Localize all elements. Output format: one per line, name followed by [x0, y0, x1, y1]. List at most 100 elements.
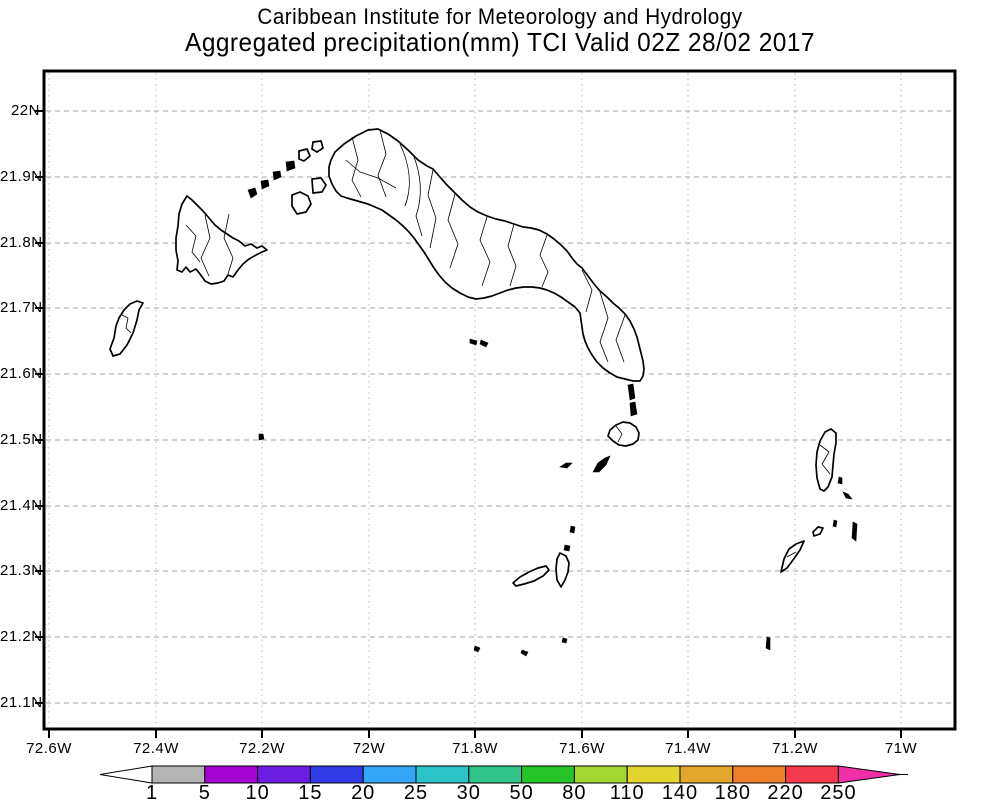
cay-dot — [520, 649, 529, 657]
cay-cluster — [311, 177, 327, 194]
colorbar-value-label: 1 — [145, 782, 159, 800]
boundary-line — [615, 314, 626, 363]
boundary-line — [413, 156, 423, 237]
boundary-line — [479, 216, 491, 287]
colorbar-value-label: 250 — [820, 782, 857, 800]
cay-french-cay — [258, 433, 265, 441]
boundary-line — [399, 143, 410, 207]
island-big-ambergris — [512, 565, 550, 587]
cay-dot — [561, 637, 568, 644]
lon-label: 72.4W — [133, 740, 179, 757]
boundary-line — [427, 169, 437, 249]
coastlines-turks-and-caicos — [109, 128, 858, 657]
boundary-line — [599, 291, 609, 363]
colorbar-segment — [204, 765, 259, 784]
cay-dot — [563, 544, 571, 552]
colorbar-segment — [573, 765, 628, 784]
cay-chain — [260, 179, 270, 190]
colorbar-value-label: 5 — [198, 782, 211, 800]
colorbar-value-label: 30 — [456, 782, 481, 800]
lon-label: 71.6W — [559, 740, 605, 757]
colorbar-segment — [732, 765, 787, 784]
island-salt-cay — [780, 540, 805, 573]
colorbar-overflow-arrow — [837, 765, 901, 784]
colorbar-value-label: 20 — [351, 782, 376, 800]
boundary-line — [447, 193, 459, 269]
boundary-line — [185, 224, 201, 263]
colorbar-value-label: 15 — [298, 782, 323, 800]
cay-chain — [272, 170, 282, 181]
lat-label: 21.3N — [0, 562, 43, 579]
lat-label: 21.9N — [0, 168, 43, 185]
cay-dot — [569, 525, 576, 534]
lon-label: 72.6W — [26, 740, 72, 757]
lon-label: 71.4W — [665, 740, 711, 757]
lon-label: 72.2W — [239, 740, 285, 757]
cay-dot — [479, 339, 489, 348]
lon-label: 71.2W — [772, 740, 818, 757]
colorbar-segment — [785, 765, 839, 784]
boundary-line — [200, 214, 211, 277]
colorbar-segment — [468, 765, 523, 784]
cay-sliver — [559, 462, 573, 469]
cay-cluster — [291, 191, 312, 215]
colorbar-value-label: 180 — [714, 782, 751, 800]
cay-pine-cay — [298, 148, 311, 162]
page-subtitle: Aggregated precipitation(mm) TCI Valid 0… — [185, 27, 815, 57]
cay-chain — [247, 187, 258, 199]
island-grand-turk — [815, 428, 837, 492]
boundary-line — [351, 136, 362, 198]
lat-label: 21.1N — [0, 694, 43, 711]
lat-label: 21.2N — [0, 628, 43, 645]
cay-strip — [629, 401, 638, 417]
boundary-line — [507, 223, 517, 287]
colorbar-segment — [626, 765, 681, 784]
colorbar-segment — [309, 765, 364, 784]
boundary-line — [615, 425, 623, 443]
colorbar-segment — [415, 765, 470, 784]
colorbar — [99, 765, 908, 784]
boundary-line — [345, 159, 397, 189]
colorbar-value-label: 140 — [661, 782, 699, 800]
lat-label: 21.4N — [0, 497, 43, 514]
lat-label: 21.6N — [0, 365, 43, 382]
colorbar-segment — [521, 765, 575, 784]
colorbar-segment — [362, 765, 417, 784]
cay-sliver — [765, 636, 771, 651]
cay-sliver — [842, 491, 853, 500]
boundary-line — [581, 269, 593, 313]
cay-strip — [627, 383, 636, 401]
boundary-line — [786, 551, 797, 558]
lat-label: 22N — [10, 102, 40, 119]
cay-parrot-cay — [311, 140, 324, 153]
map-frame — [42, 69, 957, 731]
cay-chain — [285, 160, 296, 172]
lat-label: 21.8N — [0, 234, 43, 251]
colorbar-underflow-arrow — [99, 765, 153, 784]
lon-label: 72W — [352, 740, 386, 757]
cay-dot — [837, 476, 843, 485]
island-little-ambergris — [555, 552, 570, 588]
colorbar-value-label: 80 — [562, 782, 587, 800]
colorbar-segment — [257, 765, 311, 784]
cay-dot — [469, 338, 478, 346]
colorbar-value-label: 25 — [403, 782, 429, 800]
lat-label: 21.7N — [0, 299, 43, 316]
island-providenciales — [175, 195, 268, 285]
lon-label: 71.8W — [452, 740, 498, 757]
boundary-line — [121, 314, 132, 334]
colorbar-value-label: 220 — [767, 782, 804, 800]
island-south-caicos — [607, 421, 640, 447]
colorbar-segment — [679, 765, 734, 784]
boundary-line — [819, 444, 831, 475]
cay-dot — [473, 645, 481, 653]
colorbar-value-label: 10 — [245, 782, 270, 800]
cay-dot — [832, 519, 838, 528]
cay-long-cay — [592, 455, 611, 473]
boundary-line — [539, 234, 549, 288]
boundary-line — [223, 213, 234, 275]
lat-label: 21.5N — [0, 431, 43, 448]
boundary-line — [377, 129, 387, 198]
